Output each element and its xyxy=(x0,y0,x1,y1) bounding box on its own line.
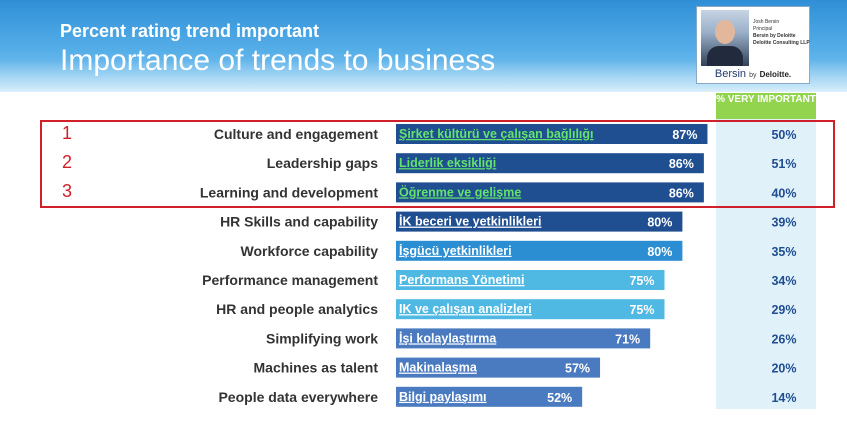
bar-value-label: 80% xyxy=(647,216,672,230)
very-important-value: 40% xyxy=(771,186,796,200)
bar-translation-label: Öğrenme ve gelişme xyxy=(399,184,521,199)
category-label: Machines as talent xyxy=(254,360,379,376)
top3-highlight-box xyxy=(40,120,835,208)
category-label: Workforce capability xyxy=(241,243,379,259)
very-important-value: 34% xyxy=(771,274,796,288)
very-important-value: 50% xyxy=(771,128,796,142)
bar-value-label: 71% xyxy=(615,332,640,346)
very-important-value: 20% xyxy=(771,362,796,376)
bar-value-label: 86% xyxy=(669,186,694,200)
presenter-photo xyxy=(701,10,749,66)
bar-value-label: 87% xyxy=(672,128,697,142)
category-label: Simplifying work xyxy=(266,330,378,346)
bar-value-label: 52% xyxy=(547,391,572,405)
bar xyxy=(396,240,683,261)
bar-value-label: 75% xyxy=(629,303,654,317)
very-important-value: 29% xyxy=(771,303,796,317)
bar-translation-label: Liderlik eksikliği xyxy=(399,156,496,170)
category-label: Learning and development xyxy=(200,184,378,200)
category-label: HR Skills and capability xyxy=(220,214,378,230)
slide-subtitle: Percent rating trend important xyxy=(60,21,320,41)
photo-suit xyxy=(707,46,743,66)
logo-deloitte: Deloitte. xyxy=(759,70,792,79)
bar-translation-label: IK ve çalışan analizleri xyxy=(399,302,532,316)
rank-3: 3 xyxy=(62,181,73,201)
bar xyxy=(396,182,704,203)
bar xyxy=(396,357,601,378)
bar-translation-label: İK beceri ve yetkinlikleri xyxy=(399,214,541,229)
very-important-column-header: % VERY IMPORTANT xyxy=(716,93,816,119)
bar-translation-label: İşgücü yetkinlikleri xyxy=(399,243,512,258)
category-label: People data everywhere xyxy=(218,389,378,405)
category-label: HR and people analytics xyxy=(216,301,378,317)
bar xyxy=(396,124,708,144)
bar-translation-label: Makinalaşma xyxy=(399,361,478,375)
presenter-name: Josh Bersin xyxy=(753,19,780,25)
photo-face xyxy=(715,20,735,44)
bar xyxy=(396,299,665,320)
bar-translation-label: İşi kolaylaştırma xyxy=(399,330,497,345)
rank-2: 2 xyxy=(62,152,73,172)
category-label: Performance management xyxy=(202,272,378,288)
bar-value-label: 57% xyxy=(565,362,590,376)
bar-translation-label: Şirket kültürü ve çalışan bağlılığı xyxy=(399,127,594,141)
bar xyxy=(396,328,651,349)
very-important-value: 14% xyxy=(771,391,796,405)
very-important-value: 51% xyxy=(771,157,796,171)
very-important-value: 39% xyxy=(771,216,796,230)
very-important-column-background xyxy=(716,119,816,409)
very-important-value: 26% xyxy=(771,332,796,346)
bar-translation-label: Performans Yönetimi xyxy=(399,273,525,287)
bar xyxy=(396,386,583,407)
bar xyxy=(396,211,683,232)
bar-value-label: 75% xyxy=(629,274,654,288)
presenter-org: Bersin by Deloitte xyxy=(753,33,796,39)
bar xyxy=(396,270,665,290)
bar-value-label: 80% xyxy=(647,245,672,259)
logo-main: Bersin xyxy=(714,68,747,80)
presenter-org-2: Deloitte Consulting LLP xyxy=(753,40,810,46)
logo-by: by xyxy=(749,72,757,79)
very-important-value: 35% xyxy=(771,245,796,259)
slide-title: Importance of trends to business xyxy=(60,44,496,77)
rank-1: 1 xyxy=(62,123,73,143)
category-label: Leadership gaps xyxy=(267,155,378,171)
presenter-role: Principal xyxy=(753,26,773,32)
category-label: Culture and engagement xyxy=(214,126,378,142)
bar-value-label: 86% xyxy=(669,157,694,171)
bar-translation-label: Bilgi paylaşımı xyxy=(399,390,487,404)
bar xyxy=(396,153,704,174)
presenter-badge: Josh Bersin Principal Bersin by Deloitte… xyxy=(696,6,810,84)
bersin-logo: Bersin by Deloitte. xyxy=(697,68,809,80)
